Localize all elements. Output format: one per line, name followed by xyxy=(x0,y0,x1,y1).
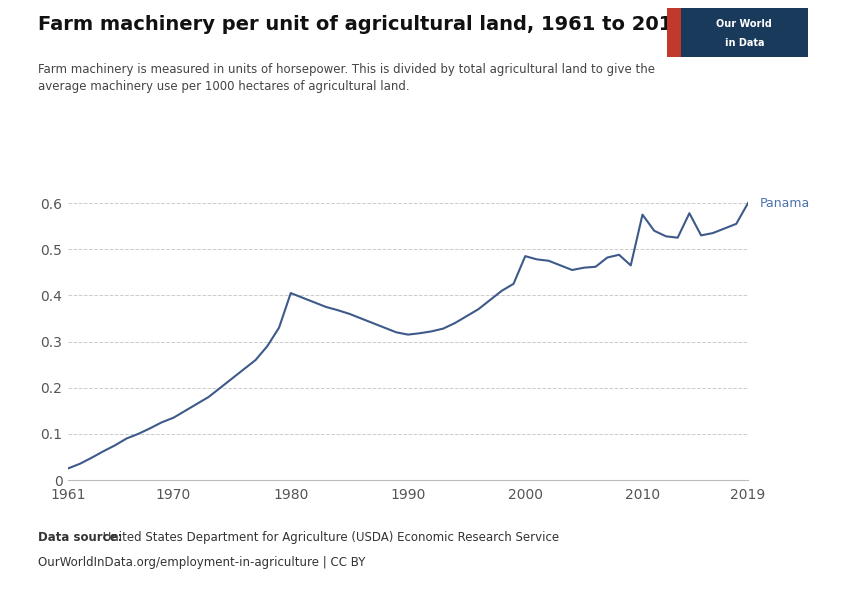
Text: in Data: in Data xyxy=(725,38,764,48)
Text: Farm machinery per unit of agricultural land, 1961 to 2019: Farm machinery per unit of agricultural … xyxy=(38,15,686,34)
Text: OurWorldInData.org/employment-in-agriculture | CC BY: OurWorldInData.org/employment-in-agricul… xyxy=(38,556,366,569)
Text: United States Department for Agriculture (USDA) Economic Research Service: United States Department for Agriculture… xyxy=(99,531,559,544)
Text: Panama: Panama xyxy=(760,197,810,209)
Text: Farm machinery is measured in units of horsepower. This is divided by total agri: Farm machinery is measured in units of h… xyxy=(38,63,655,93)
Text: Data source:: Data source: xyxy=(38,531,122,544)
Text: Our World: Our World xyxy=(717,19,773,29)
